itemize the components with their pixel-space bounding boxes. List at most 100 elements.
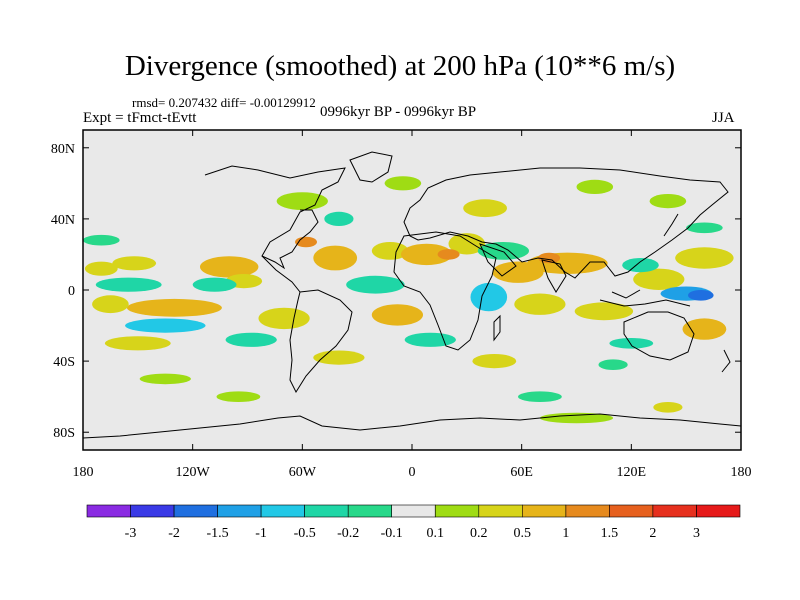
- colorbar-swatch-1: [130, 504, 175, 518]
- field-blob-42: [404, 332, 456, 347]
- colorbar-label-13: 3: [693, 526, 700, 541]
- colorbar-swatch-4: [260, 504, 305, 518]
- field-blob-6: [401, 243, 453, 266]
- field-blob-47: [686, 222, 723, 234]
- field-blob-11: [675, 247, 734, 269]
- field-blob-49: [437, 249, 460, 260]
- colorbar-label-5: -0.2: [337, 526, 359, 541]
- y-tick-label-1: 40N: [51, 213, 75, 228]
- coast-japan: [663, 213, 679, 237]
- colorbar-swatch-2: [173, 504, 218, 518]
- colorbar-swatch-14: [696, 504, 741, 518]
- x-tick-label-1: 120W: [176, 465, 211, 480]
- colorbar-swatch-7: [391, 504, 436, 518]
- field-blob-27: [139, 373, 191, 385]
- y-tick-label-4: 80S: [53, 426, 75, 441]
- coast-south-america: [289, 289, 353, 394]
- field-blob-17: [126, 298, 222, 317]
- x-tick-label-5: 120E: [617, 465, 647, 480]
- colorbar-swatch-10: [521, 504, 567, 518]
- coast-new-zealand: [721, 349, 731, 373]
- field-blob-41: [225, 332, 277, 347]
- colorbar-label-3: -1: [255, 526, 267, 541]
- field-blob-15: [576, 179, 614, 194]
- coast-antarctica: [83, 413, 741, 439]
- field-blob-0: [84, 261, 118, 276]
- field-blob-2: [200, 256, 259, 278]
- colorbar-label-6: -0.1: [381, 526, 403, 541]
- colorbar-swatch-0: [86, 504, 131, 518]
- field-blob-31: [83, 234, 120, 246]
- coast-australia: [623, 311, 695, 361]
- colorbar: -3 -2 -1.5 -1 -0.5 -0.2 -0.1 0.1 0.2 0.5 1 1.5 2 3: [86, 504, 741, 541]
- field-blob-1: [112, 256, 157, 271]
- divergence-field: [83, 176, 734, 424]
- field-blob-23: [682, 318, 727, 340]
- colorbar-swatch-3: [217, 504, 262, 518]
- coast-arabia: [479, 243, 517, 277]
- field-blob-12: [276, 192, 328, 211]
- field-blob-34: [346, 275, 405, 294]
- field-blob-21: [514, 293, 566, 315]
- field-blob-16: [649, 194, 687, 209]
- field-blob-36: [470, 282, 508, 312]
- field-blob-46: [324, 211, 354, 226]
- field-blob-22: [574, 302, 634, 321]
- field-blob-32: [95, 277, 162, 292]
- colorbar-label-2: -1.5: [207, 526, 229, 541]
- coast-central-america: [261, 255, 301, 293]
- colorbar-label-12: 2: [649, 526, 656, 541]
- period-label: 0996kyr BP - 0996kyr BP: [320, 104, 477, 120]
- season-label: JJA: [712, 110, 735, 126]
- field-blob-7: [448, 233, 486, 255]
- coast-india: [541, 259, 567, 293]
- field-blob-14: [463, 199, 507, 218]
- field-blob-13: [384, 176, 422, 191]
- x-tick-label-6: 180: [731, 465, 752, 480]
- y-tick-label-3: 40S: [53, 355, 75, 370]
- field-blob-44: [518, 391, 562, 403]
- colorbar-label-0: -3: [125, 526, 137, 541]
- colorbar-swatch-12: [609, 504, 654, 518]
- field-blob-43: [609, 338, 654, 349]
- coast-europe-asia: [403, 167, 729, 279]
- field-blob-40: [125, 318, 206, 333]
- chart-title: Divergence (smoothed) at 200 hPa (10**6 …: [124, 50, 676, 82]
- colorbar-swatch-6: [347, 504, 393, 518]
- field-blob-20: [371, 304, 423, 326]
- x-tick-label-2: 60W: [289, 465, 317, 480]
- field-blob-29: [539, 412, 614, 424]
- coast-greenland: [349, 151, 393, 183]
- colorbar-label-11: 1.5: [601, 526, 619, 541]
- colorbar-label-8: 0.2: [470, 526, 488, 541]
- colorbar-swatch-13: [652, 504, 697, 518]
- field-blob-18: [92, 295, 129, 314]
- colorbar-label-9: 0.5: [514, 526, 532, 541]
- field-blob-28: [216, 391, 261, 403]
- colorbar-label-10: 1: [562, 526, 569, 541]
- colorbar-swatch-8: [434, 504, 480, 518]
- field-blob-33: [192, 277, 237, 292]
- colorbar-swatch-9: [478, 504, 523, 518]
- coastlines: [83, 151, 741, 439]
- y-tick-label-0: 80N: [51, 142, 75, 157]
- field-blob-19: [258, 307, 310, 330]
- colorbar-swatch-11: [565, 504, 610, 518]
- colorbar-label-7: 0.1: [427, 526, 445, 541]
- rmsd-diff-stats: rmsd= 0.207432 diff= -0.00129912: [132, 95, 316, 110]
- field-blob-26: [472, 354, 517, 369]
- x-tick-label-3: 0: [409, 465, 416, 480]
- field-blob-4: [313, 245, 358, 271]
- y-tick-label-2: 0: [68, 284, 75, 299]
- field-blob-24: [104, 336, 171, 351]
- field-blob-37: [622, 258, 659, 273]
- field-blob-10: [633, 268, 685, 290]
- field-blob-30: [653, 402, 683, 413]
- colorbar-label-1: -2: [168, 526, 180, 541]
- field-blob-45: [598, 359, 628, 371]
- field-blob-39: [688, 290, 714, 301]
- coast-madagascar: [493, 314, 501, 342]
- coast-africa: [393, 231, 497, 351]
- experiment-label: Expt = tFmct-tEvtt: [83, 110, 197, 126]
